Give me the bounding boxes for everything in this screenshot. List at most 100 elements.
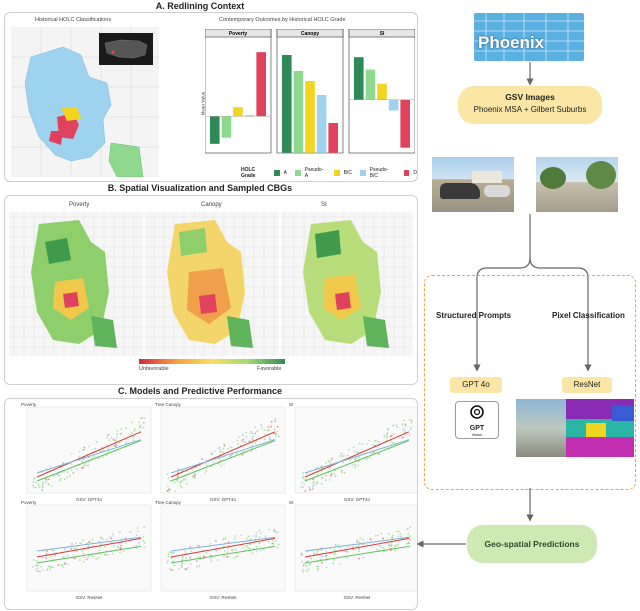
scatter-point: [408, 542, 410, 544]
scatter-point: [86, 464, 89, 467]
scatter-point: [49, 555, 52, 558]
scatter-point: [107, 434, 109, 436]
scatter-point: [258, 542, 261, 544]
scatter-point: [66, 476, 68, 479]
scatter-point: [225, 537, 227, 540]
scatter-point: [32, 484, 34, 487]
scatter-point: [406, 542, 408, 545]
scatter-point: [269, 436, 271, 439]
scatter-point: [270, 420, 273, 423]
scatter-point: [254, 442, 256, 445]
scatter-point: [111, 552, 114, 555]
scatter-point: [252, 435, 255, 438]
scatter-point: [70, 469, 73, 472]
scatter-point: [372, 451, 375, 454]
scatter-point: [119, 433, 122, 436]
scatter-point: [245, 545, 247, 548]
scatter-point: [408, 539, 411, 542]
scatter-point: [135, 547, 138, 550]
scatter-point: [252, 535, 254, 537]
scatter-point: [342, 461, 344, 464]
scatter-point: [321, 465, 323, 467]
scatter-point: [223, 545, 225, 548]
scatter-point: [173, 551, 176, 553]
scatter-point: [343, 471, 346, 474]
scatter-point: [408, 434, 411, 436]
legend-label-pseudo-bc: Pseudo-B/C: [369, 167, 389, 179]
scatter-fit-line: [304, 439, 410, 474]
map-title-canopy: Canopy: [201, 202, 222, 208]
scatter-point: [383, 547, 385, 550]
scatter-point: [138, 425, 141, 428]
scatter-point: [397, 543, 399, 546]
scatter-point: [317, 567, 319, 570]
scatter-point: [143, 541, 146, 544]
scatter-point: [313, 553, 316, 555]
scatter-point: [333, 549, 336, 551]
scatter-point: [211, 453, 214, 455]
scatter-point: [385, 439, 388, 441]
scatter-point: [276, 531, 279, 534]
scatter-point: [249, 547, 252, 550]
scatter-point: [100, 446, 103, 449]
scatter-point: [358, 541, 361, 544]
scatter-point: [240, 440, 243, 442]
scatter-point: [325, 474, 328, 477]
section-b-title: B. Spatial Visualization and Sampled CBG…: [107, 183, 293, 193]
scatter-point: [131, 421, 134, 424]
scatter-point: [166, 559, 169, 562]
scatter-point: [332, 562, 334, 565]
scatter-point: [395, 530, 398, 533]
scatter-point: [138, 421, 140, 424]
scatter-point: [102, 538, 104, 540]
scatter-point: [278, 543, 280, 546]
bar-d: [400, 99, 410, 148]
scatter-point: [108, 439, 111, 441]
bar-pseudo-bc: [388, 99, 399, 111]
scatter-point: [404, 423, 407, 426]
scatter-point: [57, 473, 59, 476]
scatter-point: [403, 428, 406, 430]
scatter-point: [210, 465, 213, 468]
scatter-point: [107, 553, 109, 556]
scatter-point: [396, 426, 399, 429]
scatter-point: [390, 543, 393, 546]
scatter-point: [392, 432, 395, 435]
scatter-point: [139, 424, 142, 427]
scatter-point: [118, 441, 121, 444]
scatter-point: [102, 449, 105, 452]
legend-swatch-bc: [333, 170, 340, 176]
holc-legend: HOLC Grade A Pseudo-A B/C Pseudo-B/C D: [241, 167, 417, 179]
scatter-point: [277, 435, 280, 438]
gpt-logo-text: GPT: [469, 425, 485, 432]
scatter-point: [234, 535, 237, 537]
scatter-point: [241, 453, 244, 456]
scatter-point: [273, 428, 276, 431]
bar-a: [354, 57, 364, 100]
scatter-point: [100, 543, 103, 546]
scatter-point: [143, 421, 145, 424]
scatter-point: [241, 434, 244, 437]
scatter-point: [255, 531, 258, 534]
phoenix-street-grid: [474, 13, 584, 61]
scatter-point: [223, 444, 226, 447]
scatter-x-label: GSV: ResNet: [76, 595, 104, 600]
scatter-fit-line: [36, 536, 142, 552]
scatter-point: [302, 472, 305, 474]
bar-d: [256, 52, 266, 117]
scatter-point: [42, 556, 44, 559]
scatter-point: [274, 540, 277, 542]
scatter-point: [325, 461, 327, 464]
scatter-point: [327, 459, 330, 462]
scatter-point: [78, 450, 81, 453]
scatter-point: [233, 557, 236, 559]
scatter-point: [173, 564, 176, 567]
scatter-point: [302, 475, 305, 478]
scatter-point: [166, 489, 169, 492]
scatter-point: [142, 540, 145, 543]
scatter-fit-line: [36, 545, 142, 564]
scatter-point: [187, 566, 189, 569]
legend-swatch-a: [273, 170, 280, 176]
scatter-point: [219, 448, 222, 451]
scatter-point: [312, 484, 315, 486]
